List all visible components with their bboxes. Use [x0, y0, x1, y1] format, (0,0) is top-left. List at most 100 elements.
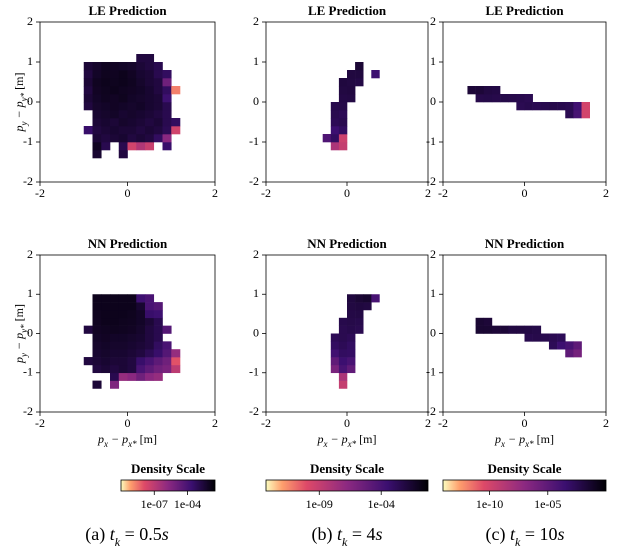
heat-cell: [136, 309, 146, 319]
caption-label: (b): [311, 524, 332, 545]
y-axis-label-part: − p: [12, 101, 26, 121]
heat-cell: [338, 333, 348, 342]
heat-cell: [162, 118, 172, 127]
heat-cell: [330, 341, 340, 350]
heat-cell: [153, 86, 163, 95]
caption-label: (c): [486, 524, 506, 545]
heat-cell: [110, 341, 120, 350]
heat-cell: [92, 150, 102, 159]
heat-cell: [338, 380, 348, 389]
heat-cell: [524, 333, 533, 342]
heat-cell: [127, 294, 137, 303]
heat-cell: [500, 94, 509, 103]
heat-cell: [92, 364, 102, 374]
heat-cell: [118, 317, 128, 326]
heat-cell: [136, 94, 146, 103]
heat-cell: [338, 142, 348, 151]
heat-cell: [127, 62, 137, 71]
heat-cell: [92, 302, 102, 311]
heat-cell: [118, 102, 128, 111]
heat-cell: [145, 309, 155, 319]
heat-cell: [127, 302, 137, 311]
heat-cell: [573, 102, 582, 111]
colorbar-title: Density Scale: [131, 461, 205, 476]
heat-cell: [540, 333, 550, 342]
heat-cell: [92, 294, 102, 303]
heat-cell: [153, 357, 163, 366]
y-tick-label: -2: [249, 404, 259, 418]
x-axis-label-part: x*: [127, 439, 137, 449]
heat-cell: [153, 94, 163, 103]
heat-cell: [83, 78, 93, 87]
heat-cell: [330, 110, 340, 119]
heat-cell: [110, 309, 120, 319]
y-axis-label-part: [m]: [12, 304, 26, 324]
caption-sub: k: [515, 535, 521, 549]
heat-cell: [162, 126, 172, 135]
heat-cell: [136, 341, 146, 350]
heat-cell: [355, 294, 364, 303]
heat-cell: [338, 126, 348, 135]
y-tick-label: -1: [23, 365, 33, 379]
caption-unit: s: [557, 524, 564, 544]
heat-cell: [118, 357, 128, 366]
heat-cell: [338, 110, 348, 119]
heat-cell: [118, 341, 128, 350]
caption-sub: k: [342, 535, 348, 549]
heat-cell: [118, 94, 128, 103]
y-tick-label: 2: [430, 14, 436, 28]
y-axis-label: py − py* [m]: [12, 304, 29, 364]
heat-cell: [145, 102, 155, 111]
heat-cell: [483, 317, 493, 326]
heat-cell: [153, 302, 163, 311]
x-axis-label-part: − p: [328, 432, 348, 446]
heat-cell: [330, 142, 340, 151]
heat-cell: [92, 102, 102, 111]
heat-cell: [162, 341, 172, 350]
heat-cell: [127, 325, 137, 334]
x-tick-label: 0: [125, 416, 131, 430]
heat-cell: [127, 309, 137, 319]
heat-cell: [475, 317, 485, 326]
heat-cell: [548, 102, 558, 111]
x-axis-label-part: p: [317, 432, 324, 446]
heat-cell: [162, 94, 172, 103]
heat-cell: [153, 62, 163, 71]
heat-cell: [118, 372, 128, 381]
heat-cell: [347, 309, 356, 319]
heat-cell: [136, 102, 146, 111]
heat-cell: [92, 118, 102, 127]
heat-cell: [136, 54, 146, 63]
heat-cell: [483, 94, 493, 103]
heat-cell: [110, 364, 120, 374]
heat-cell: [110, 349, 120, 358]
y-tick-label: -1: [23, 134, 33, 148]
heat-cell: [101, 70, 111, 79]
heat-cell: [524, 94, 533, 103]
y-tick-label: -1: [426, 365, 436, 379]
x-tick-label: -2: [35, 416, 45, 430]
heat-cell: [92, 325, 102, 334]
heat-cell: [101, 78, 111, 87]
heat-cell: [532, 102, 542, 111]
heat-cell: [92, 78, 102, 87]
heat-cell: [162, 86, 172, 95]
heat-cell: [153, 349, 163, 358]
caption-sub: k: [115, 535, 121, 549]
x-axis-label-part: [m]: [356, 432, 376, 446]
heat-cell: [92, 70, 102, 79]
caption: (a) tk = 0.5s: [85, 524, 169, 549]
heat-cell: [145, 142, 155, 151]
heat-cell: [162, 102, 172, 111]
y-tick-label: -2: [426, 174, 436, 188]
chart-title: LE Prediction: [88, 3, 167, 18]
heat-cell: [347, 86, 356, 95]
heat-cell: [127, 142, 137, 151]
heat-cell: [127, 110, 137, 119]
heat-cell: [347, 364, 356, 374]
heat-cell: [145, 78, 155, 87]
colorbar-title: Density Scale: [487, 461, 561, 476]
heat-cell: [118, 325, 128, 334]
heat-cell: [136, 78, 146, 87]
heat-cell: [153, 317, 163, 326]
